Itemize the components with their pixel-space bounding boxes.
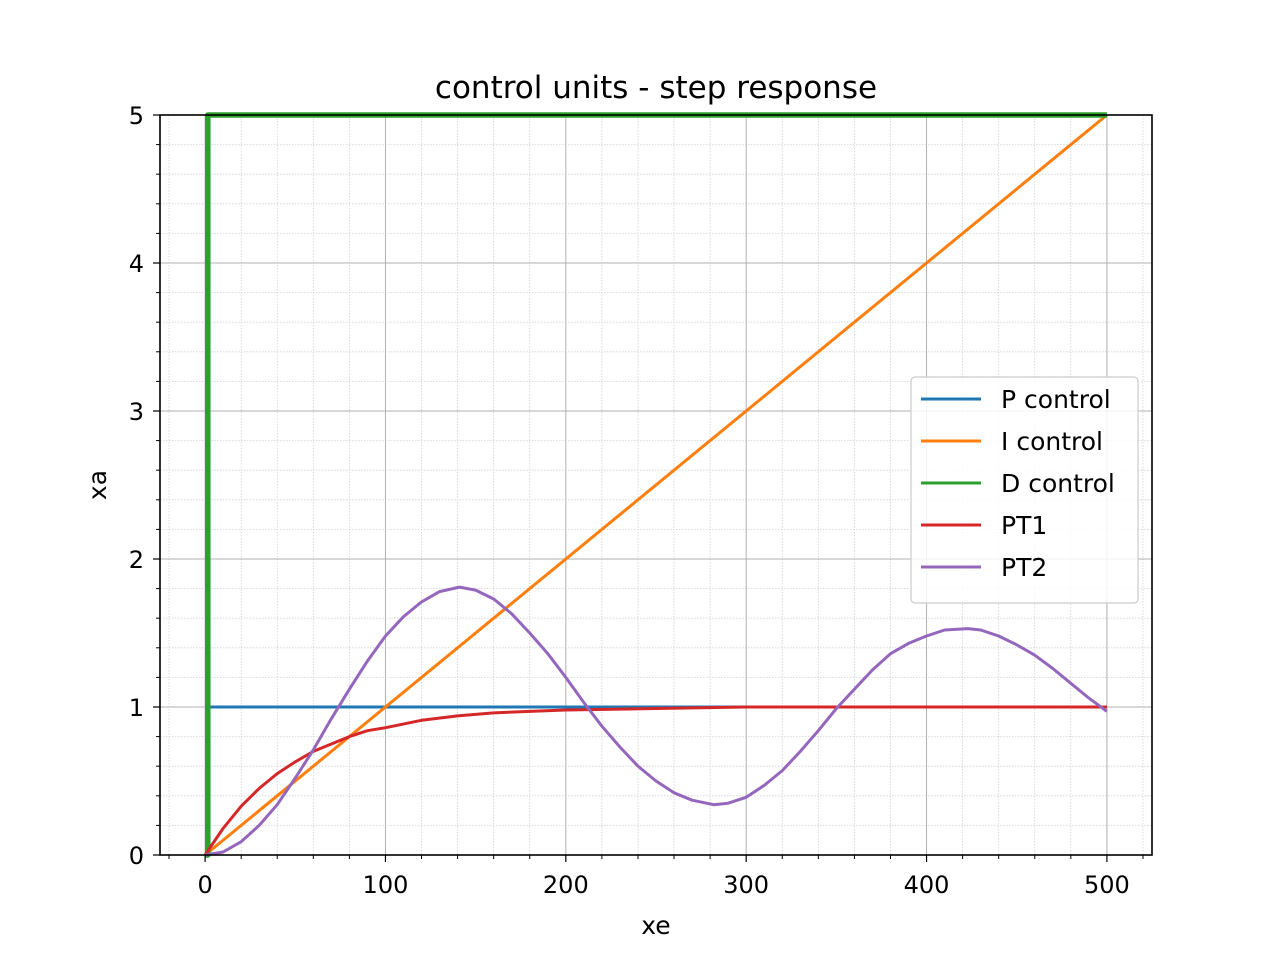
legend: P control I control D control PT1 PT2 xyxy=(910,376,1139,604)
chart-title: control units - step response xyxy=(435,70,877,106)
series-line-pt2 xyxy=(204,585,1108,857)
x-tick-label: 0 xyxy=(197,871,212,899)
series-line-pt1 xyxy=(203,705,1107,856)
legend-label-p-control: P control xyxy=(1001,385,1111,414)
series-line-i-control xyxy=(204,113,1108,857)
y-tick-label: 2 xyxy=(129,546,144,574)
ticks-layer: 0 100 200 300 400 500 0 1 2 3 4 5 xyxy=(129,102,1144,899)
y-tick-label: 4 xyxy=(129,250,144,278)
y-axis-label: xa xyxy=(83,470,112,500)
y-tick-label: 0 xyxy=(129,842,144,870)
y-tick-label: 1 xyxy=(129,694,144,722)
legend-label-d-control: D control xyxy=(1001,469,1115,498)
legend-label-pt2: PT2 xyxy=(1001,553,1047,582)
y-tick-label: 3 xyxy=(129,398,144,426)
x-axis-label: xe xyxy=(641,911,670,940)
minor-grid xyxy=(160,115,1152,855)
legend-box xyxy=(910,376,1139,604)
legend-label-i-control: I control xyxy=(1001,427,1103,456)
x-tick-label: 400 xyxy=(904,871,950,899)
legend-label-pt1: PT1 xyxy=(1001,511,1047,540)
x-tick-label: 500 xyxy=(1084,871,1130,899)
y-tick-label: 5 xyxy=(129,102,144,130)
x-tick-label: 300 xyxy=(723,871,769,899)
x-tick-label: 100 xyxy=(363,871,409,899)
plot-frame xyxy=(159,114,1153,856)
x-tick-label: 200 xyxy=(543,871,589,899)
